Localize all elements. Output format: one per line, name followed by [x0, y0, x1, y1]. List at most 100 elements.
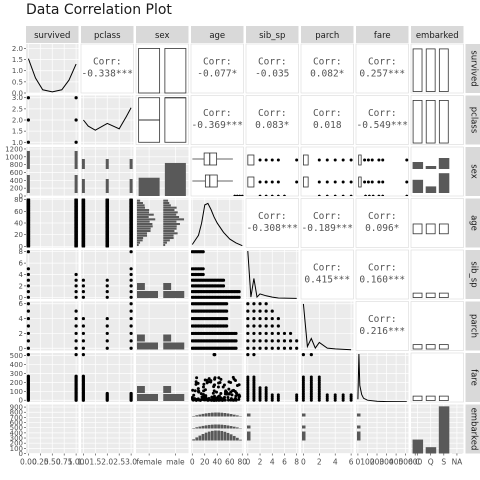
bar [163, 342, 185, 350]
y-tick-label: 2 [19, 330, 23, 338]
panel-background [410, 352, 464, 403]
bar [163, 244, 166, 247]
correlation-label: Corr: [313, 108, 342, 119]
row-strip [465, 44, 480, 93]
point [26, 289, 30, 294]
bar [137, 227, 151, 230]
bar [163, 386, 172, 393]
column-strip-label: sex [155, 31, 170, 41]
point [218, 381, 222, 385]
x-tick-label: male [166, 458, 185, 467]
point [237, 383, 241, 387]
point [246, 302, 250, 306]
bar [207, 412, 211, 417]
point [129, 346, 133, 350]
point [207, 377, 211, 381]
bar [163, 209, 175, 212]
panel-background [245, 95, 299, 145]
panel-background [300, 249, 354, 300]
point [264, 339, 268, 343]
bar [129, 179, 133, 193]
correlation-value: -0.077* [197, 69, 237, 80]
point [264, 324, 268, 328]
boxplot-box [302, 154, 309, 166]
point [234, 346, 238, 350]
point [105, 391, 109, 396]
column-strip [301, 26, 354, 43]
point [240, 194, 244, 196]
bar [163, 291, 185, 298]
boxplot-box [412, 48, 423, 92]
point [219, 398, 223, 402]
bar [198, 435, 202, 441]
point [264, 386, 268, 390]
panel-background [190, 95, 244, 145]
point [81, 278, 85, 282]
point [301, 353, 305, 357]
column-strip-label: fare [374, 31, 391, 41]
bar [201, 425, 205, 429]
row-strip-label: embarked [469, 408, 479, 451]
bar [247, 413, 251, 417]
x-tick-label: 40 [212, 458, 222, 467]
point [341, 393, 345, 397]
outlier-point [270, 158, 274, 162]
bar [129, 159, 133, 169]
point [258, 331, 262, 336]
y-tick-label: 0.5 [12, 78, 23, 86]
bar [137, 230, 151, 233]
bar [163, 213, 177, 216]
outlier-point [258, 180, 262, 184]
point [81, 331, 85, 336]
chart-title: Data Correlation Plot [26, 2, 172, 18]
point [193, 389, 197, 393]
bar [211, 424, 214, 429]
point [246, 331, 250, 336]
point [74, 324, 78, 328]
column-strip-label: sib_sp [259, 31, 285, 41]
point [74, 284, 78, 288]
correlation-value: 0.415*** [304, 275, 350, 286]
point [74, 140, 78, 144]
bar [226, 432, 230, 441]
y-tick-label: 200 [10, 440, 23, 448]
outlier-point [333, 180, 337, 184]
point [192, 393, 196, 397]
y-tick-label: 100 [10, 388, 23, 396]
bar [163, 227, 177, 230]
row-strip-label: pclass [469, 107, 479, 134]
x-tick-label: 80 [237, 458, 247, 467]
x-tick-label: 6 [349, 458, 354, 467]
outlier-point [366, 158, 370, 162]
column-strip [246, 26, 299, 43]
point [26, 309, 30, 313]
outlier-point [317, 180, 321, 184]
point [288, 346, 293, 350]
point [26, 339, 30, 343]
y-tick-label: 1.5 [12, 56, 23, 64]
bar [198, 414, 202, 417]
y-tick-label: 6 [19, 300, 24, 308]
boxplot-box [247, 154, 255, 166]
boxplot-box [164, 97, 187, 143]
point [230, 393, 234, 397]
outlier-point [349, 158, 353, 162]
correlation-value: -0.369*** [192, 120, 243, 131]
point [74, 353, 78, 357]
bar [163, 211, 178, 214]
bar [192, 439, 195, 441]
x-tick-label: 0 [245, 458, 250, 467]
boxplot-box [438, 344, 449, 350]
outlier-point [405, 180, 409, 184]
point [277, 194, 280, 196]
point [276, 346, 280, 350]
point [282, 331, 287, 336]
outlier-point [341, 180, 345, 184]
boxplot-box [425, 100, 436, 144]
point [74, 289, 78, 294]
y-tick-label: 300 [10, 435, 23, 443]
y-tick-label: 1.0 [12, 67, 23, 75]
point [213, 353, 217, 357]
y-tick-label: 8 [19, 248, 23, 256]
point [213, 376, 217, 380]
